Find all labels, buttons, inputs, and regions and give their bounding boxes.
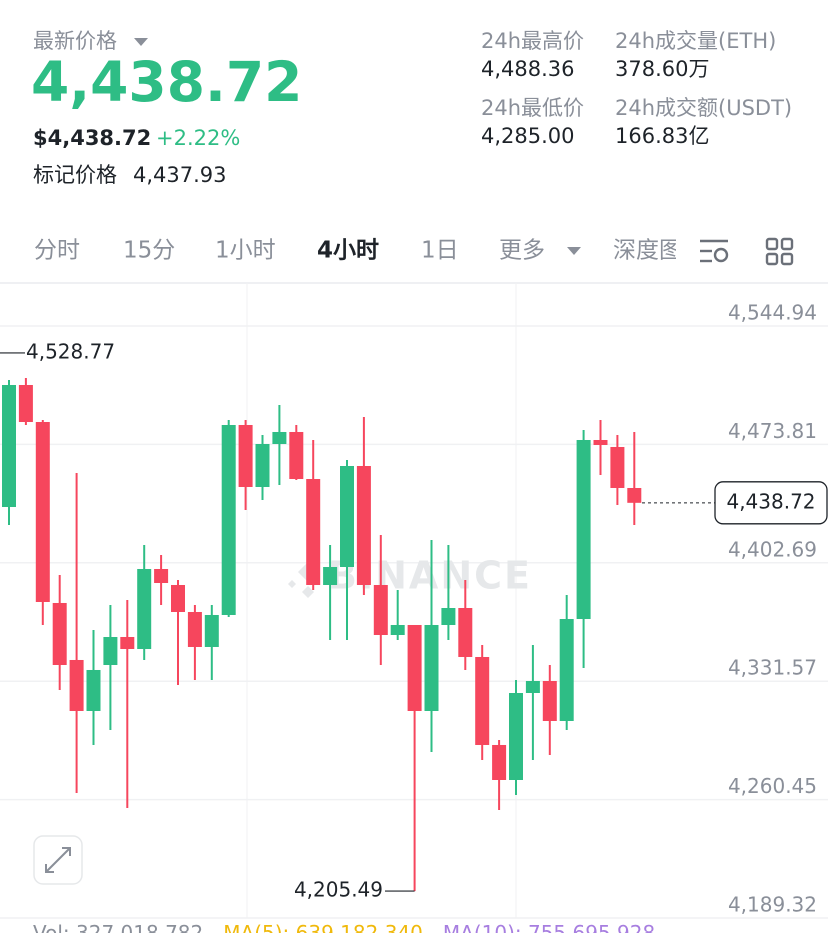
tab[interactable]: 1日 <box>421 238 459 264</box>
y-tick-label: 4,331.57 <box>728 656 817 680</box>
candle-body <box>323 566 338 585</box>
layout-icon[interactable] <box>765 237 794 266</box>
candle-body <box>171 584 185 612</box>
candle-body <box>221 424 236 615</box>
mark-price: 4,437.93 <box>133 163 227 187</box>
candle-body <box>525 680 540 693</box>
y-tick-label: 4,544.94 <box>728 300 817 324</box>
candle-body <box>255 443 270 487</box>
candle-body <box>154 568 169 583</box>
dropdown-icon[interactable] <box>567 247 581 255</box>
candle-body <box>2 384 16 508</box>
y-tick-label: 4,473.81 <box>728 419 817 443</box>
fullscreen-icon[interactable] <box>45 847 71 873</box>
candle-body <box>627 487 642 503</box>
stat-value: 4,285.00 <box>481 124 575 148</box>
candle-body <box>18 384 33 423</box>
candle-body <box>35 422 50 602</box>
tab[interactable]: 分时 <box>34 238 80 264</box>
candle-body <box>407 624 422 711</box>
candle-body <box>306 479 321 585</box>
tab[interactable]: 4小时 <box>317 238 379 264</box>
tab-bar: 分时 15分 1小时 4小时 1日 更多 深度图 <box>34 238 682 264</box>
high-marker-label: 4,528.77 <box>26 339 115 363</box>
stat-label: 24h最低价 <box>481 96 584 120</box>
volume-stat: Vol: 327,018,782 <box>33 921 203 933</box>
price-change: +2.22% <box>156 126 240 150</box>
candle-body <box>441 607 456 625</box>
last-price-box <box>714 481 828 525</box>
candle-body <box>509 692 523 780</box>
candle-body <box>52 602 67 665</box>
stat-label: 24h成交量(ETH) <box>615 29 776 53</box>
candle-body <box>542 680 557 721</box>
volume-stat: MA(5): 639,182,340 <box>223 921 423 933</box>
candle-body <box>610 446 625 488</box>
candle-body <box>86 669 101 711</box>
dropdown-icon[interactable] <box>134 38 148 46</box>
candle-body <box>340 466 354 567</box>
y-tick-label: 4,189.32 <box>728 893 817 917</box>
last-price: 4,438.72 <box>31 50 302 114</box>
candle-body <box>238 424 253 487</box>
candle-body <box>103 636 118 665</box>
candle-body <box>373 584 388 636</box>
tab[interactable]: 1小时 <box>215 238 276 264</box>
candle-body <box>204 614 219 647</box>
candle-body <box>120 636 135 650</box>
candle-body <box>424 624 439 711</box>
stat-value: 166.83亿 <box>615 124 709 148</box>
candle-body <box>390 624 405 636</box>
candle-body <box>458 607 473 657</box>
stat-value: 378.60万 <box>615 57 709 81</box>
y-tick-label: 4,402.69 <box>728 537 817 561</box>
candle-body <box>69 659 84 711</box>
candle-body <box>593 439 608 445</box>
volume-bar: Vol: 327,018,782 MA(5): 639,182,340 MA(10)… <box>33 921 655 933</box>
mark-label: 标记价格 <box>33 163 117 187</box>
price-label[interactable]: 最新价格 <box>33 29 117 53</box>
y-tick-label: 4,260.45 <box>728 774 817 798</box>
tab[interactable]: 15分 <box>123 238 175 264</box>
volume-stat: MA(10): 755,695,928 <box>443 921 655 933</box>
candle-body <box>492 744 507 780</box>
usd-price: $4,438.72 <box>33 126 151 150</box>
tab[interactable]: 更多 <box>499 238 545 264</box>
low-marker-label: 4,205.49 <box>294 878 383 902</box>
stat-label: 24h最高价 <box>481 29 584 53</box>
candle-body <box>475 656 490 745</box>
candle-body <box>187 611 202 647</box>
stat-label: 24h成交额(USDT) <box>615 96 792 120</box>
stat-value: 4,488.36 <box>481 57 575 81</box>
candle-body <box>559 619 574 721</box>
candle-body <box>137 568 152 650</box>
candle-body <box>272 431 287 444</box>
tab[interactable]: 深度图 <box>613 238 682 264</box>
candle-body <box>576 439 591 620</box>
candle-body <box>356 466 371 585</box>
candle-body <box>289 431 304 480</box>
settings-icon[interactable] <box>700 239 729 263</box>
last-price-label: 4,438.72 <box>726 489 815 513</box>
